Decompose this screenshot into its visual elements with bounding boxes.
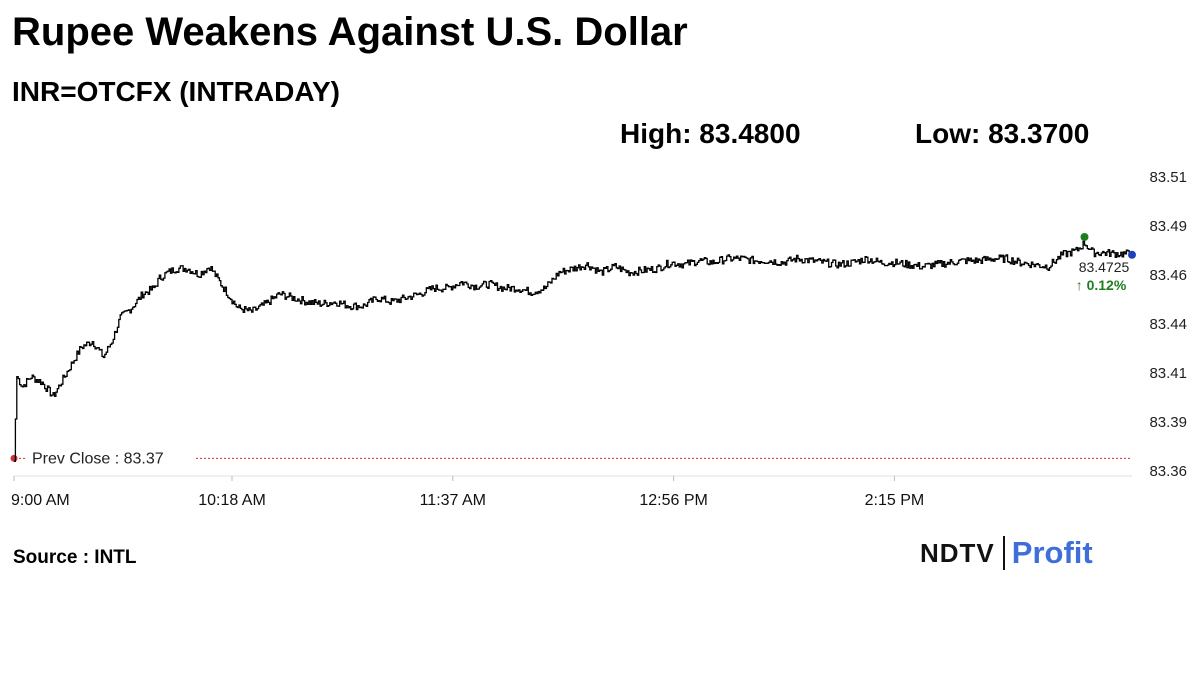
y-tick-label: 83.39 [1149, 414, 1187, 431]
prev-close-line: Prev Close : 83.37 [10, 450, 1132, 467]
low-value: Low: 83.3700 [915, 118, 1090, 149]
high-value: High: 83.4800 [620, 118, 801, 149]
x-tick-label: 2:15 PM [865, 492, 925, 509]
change-percent-label: ↑ 0.12% [1076, 277, 1127, 293]
prev-close-label: Prev Close : 83.37 [32, 450, 164, 467]
y-axis: 83.51 83.49 83.46 83.44 83.41 83.39 83.36 [1149, 169, 1187, 480]
price-line [14, 240, 1133, 462]
x-tick-label: 10:18 AM [198, 492, 266, 509]
x-tick-label: 12:56 PM [639, 492, 707, 509]
intraday-line-chart: 9:00 AM 10:18 AM 11:37 AM 12:56 PM 2:15 PM 8… [10, 169, 1187, 509]
ndtv-profit-logo: NDTV Profit [920, 533, 1093, 573]
x-tick-label: 9:00 AM [11, 492, 70, 509]
high-marker [1080, 233, 1089, 241]
logo-divider [1002, 536, 1005, 570]
y-tick-label: 83.41 [1149, 365, 1187, 382]
chart-title: Rupee Weakens Against U.S. Dollar [12, 10, 688, 54]
chart-subtitle: INR=OTCFX (INTRADAY) [12, 76, 340, 107]
chart-markers: 83.4725 ↑ 0.12% [1076, 233, 1136, 293]
logo-ndtv-text: NDTV [920, 537, 995, 568]
x-tick-label: 11:37 AM [420, 492, 486, 509]
source-label: Source : INTL [13, 547, 137, 568]
last-price-marker [1128, 250, 1136, 259]
x-axis: 9:00 AM 10:18 AM 11:37 AM 12:56 PM 2:15 PM [11, 476, 924, 509]
y-tick-label: 83.36 [1149, 463, 1187, 480]
y-tick-label: 83.51 [1149, 169, 1187, 186]
logo-profit-text: Profit [1011, 535, 1093, 570]
y-tick-label: 83.46 [1149, 267, 1187, 284]
price-series [14, 240, 1133, 462]
last-price-label: 83.4725 [1079, 259, 1130, 275]
y-tick-label: 83.49 [1149, 218, 1187, 235]
y-tick-label: 83.44 [1149, 316, 1187, 333]
